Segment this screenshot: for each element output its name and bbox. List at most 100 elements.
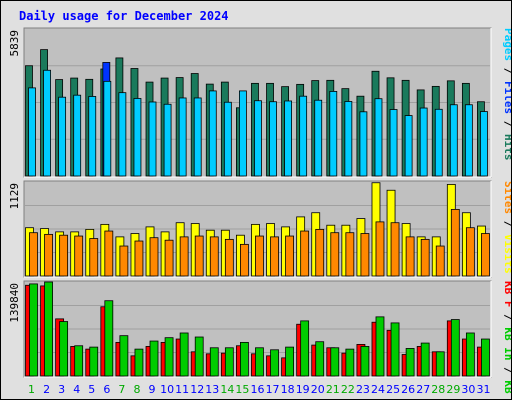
bar-kb-out	[44, 281, 53, 377]
legend-entry: /	[502, 114, 511, 134]
day-label: 2	[43, 383, 50, 396]
day-label: 11	[175, 383, 189, 396]
bar-pages	[299, 95, 308, 177]
bar-kb-out	[164, 337, 174, 377]
day-label: 4	[73, 383, 80, 396]
bar-sites	[59, 234, 69, 277]
day-label: 7	[118, 383, 125, 396]
bar-kb-out	[435, 351, 445, 377]
bar-pages	[88, 96, 97, 177]
bar-pages	[269, 101, 277, 177]
day-label: 19	[296, 383, 310, 396]
bar-pages	[329, 91, 338, 177]
bar-sites	[104, 230, 114, 277]
day-label: 10	[160, 383, 174, 396]
bar-kb-out	[270, 349, 279, 377]
panel-hits: 5839 Pages / Files / Hits	[8, 27, 511, 178]
bar-sites	[390, 222, 400, 277]
bar-sites	[29, 232, 38, 277]
legend-entry: Sites	[502, 181, 511, 214]
bar-pages	[449, 104, 458, 177]
day-label: 21	[326, 383, 340, 396]
day-label: 13	[205, 383, 219, 396]
bar-sites	[164, 239, 174, 277]
bar-pages	[284, 100, 292, 177]
day-label: 26	[401, 383, 415, 396]
panel-legend: KB F / KB In / KB Out	[502, 281, 511, 399]
bar-sites	[149, 237, 159, 277]
bar-kb-out	[59, 321, 69, 377]
bar-pages	[464, 104, 473, 177]
bar-kb-out	[149, 340, 159, 377]
bar-sites	[420, 238, 430, 277]
bar-kb-out	[405, 348, 415, 377]
bar-pages	[148, 101, 157, 177]
bar-sites	[89, 238, 99, 277]
day-label: 28	[431, 383, 445, 396]
bar-sites	[465, 227, 475, 277]
bar-kb-out	[74, 345, 84, 377]
panel-legend: Sites / Visits	[502, 181, 511, 274]
bar-kb-out	[29, 283, 38, 377]
bar-sites	[360, 233, 370, 277]
bar-pages	[28, 87, 36, 177]
bar-sites	[481, 233, 490, 277]
legend-entry: KB In	[502, 327, 511, 360]
bar-pages	[223, 101, 232, 177]
bar-kb-out	[134, 348, 144, 377]
bar-pages	[254, 100, 262, 177]
day-label: 12	[190, 383, 204, 396]
bar-pages	[404, 115, 413, 177]
day-label: 14	[220, 383, 234, 396]
bar-kb-out	[330, 347, 340, 377]
legend-entry: Visits	[502, 234, 511, 274]
bar-sites	[270, 236, 279, 277]
bar-kb-out	[481, 338, 490, 377]
bar-kb-out	[465, 332, 475, 377]
chart-title: Daily usage for December 2024	[19, 9, 229, 23]
bar-pages	[73, 94, 82, 177]
bar-kb-out	[240, 341, 249, 377]
bar-kb-out	[420, 342, 430, 377]
day-label: 27	[416, 383, 430, 396]
bar-sites	[405, 236, 415, 277]
bar-sites	[240, 243, 249, 277]
bar-sites	[285, 235, 294, 277]
day-label: 24	[371, 383, 385, 396]
day-label: 22	[341, 383, 355, 396]
bar-sites	[134, 240, 144, 277]
legend-entry: KB F	[502, 281, 511, 308]
day-label: 18	[281, 383, 295, 396]
bar-kb-out	[345, 348, 355, 377]
day-label: 23	[356, 383, 370, 396]
day-label: 25	[386, 383, 400, 396]
bar-pages	[178, 97, 187, 177]
bar-pages	[103, 80, 112, 177]
bar-pages	[239, 90, 247, 177]
bar-kb-out	[390, 322, 400, 377]
day-label: 29	[446, 383, 460, 396]
bar-pages	[374, 98, 383, 177]
day-label: 8	[133, 383, 140, 396]
bar-pages	[480, 111, 488, 177]
x-axis-day-labels: 1 2 3 4 5 6 7 8 9 10 11 12 13 14 15 16 17 18 19 20 21 22 23 24 2…	[28, 383, 490, 396]
legend-entry: Files	[502, 81, 511, 114]
bar-sites	[44, 233, 53, 277]
bar-kb-out	[194, 336, 204, 377]
legend-entry: /	[502, 361, 511, 381]
bar-kb-out	[179, 332, 189, 377]
bar-pages	[163, 103, 172, 177]
bar-sites	[375, 221, 385, 277]
legend-entry: /	[502, 61, 511, 81]
bar-pages	[419, 107, 428, 177]
bar-kb-out	[255, 347, 264, 377]
bar-kb-out	[89, 346, 99, 377]
bar-sites	[450, 208, 460, 277]
day-label: 16	[251, 383, 265, 396]
bar-sites	[345, 232, 355, 277]
day-label: 20	[311, 383, 325, 396]
bar-sites	[315, 228, 325, 277]
bar-pages	[434, 108, 443, 177]
bar-kb-out	[104, 300, 114, 377]
